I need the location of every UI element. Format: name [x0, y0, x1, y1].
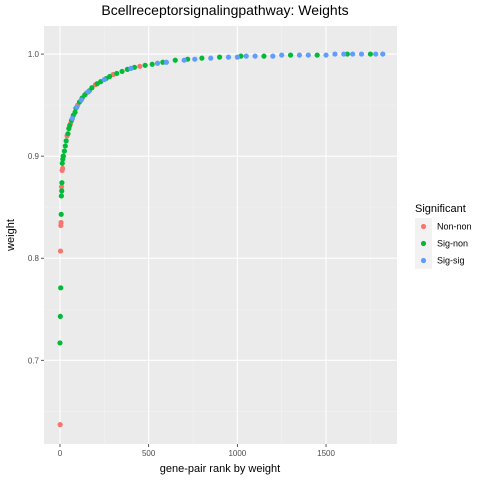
point-sig-non — [59, 188, 65, 194]
point-sig-sig — [181, 57, 187, 63]
grid-minor — [44, 26, 397, 444]
x-tick-label: 1000 — [228, 449, 246, 458]
point-sig-non — [367, 51, 373, 57]
point-sig-non — [57, 340, 63, 346]
x-axis: 0 500 1000 1500 — [58, 444, 335, 458]
point-sig-non — [149, 61, 155, 67]
y-tick-label: 0.7 — [28, 356, 40, 365]
point-sig-sig — [128, 65, 134, 71]
y-tick-label: 0.9 — [28, 152, 40, 161]
point-sig-non — [114, 70, 120, 77]
point-sig-non — [58, 193, 64, 199]
point-sig-non — [107, 73, 113, 80]
legend-label-non-non: Non-non — [437, 222, 472, 232]
point-sig-non — [217, 54, 223, 60]
point-sig-sig — [350, 51, 356, 57]
point-sig-sig — [252, 53, 258, 59]
point-sig-non — [287, 52, 294, 58]
chart-title: Bcellreceptorsignalingpathway: Weights — [101, 2, 348, 18]
point-sig-non — [65, 131, 71, 137]
point-sig-sig — [208, 55, 214, 61]
point-sig-non — [82, 92, 88, 98]
legend-title: Significant — [415, 203, 466, 215]
legend-dot-sig-sig — [420, 257, 427, 264]
legend-label-sig-non: Sig-non — [437, 239, 468, 249]
point-sig-non — [61, 148, 67, 154]
point-sig-sig — [163, 59, 169, 65]
point-sig-non — [142, 62, 148, 68]
point-sig-non — [60, 153, 66, 159]
point-sig-non — [67, 122, 73, 129]
y-tick-label: 0.8 — [28, 254, 40, 263]
point-sig-sig — [380, 51, 386, 57]
point-sig-sig — [243, 53, 249, 59]
point-sig-non — [63, 138, 69, 144]
point-sig-non — [58, 285, 64, 291]
point-sig-non — [59, 180, 65, 186]
point-non-non — [57, 422, 63, 428]
x-tick-label: 500 — [142, 449, 156, 458]
plot-panel — [44, 26, 397, 444]
grid-major — [44, 26, 397, 444]
point-sig-non — [314, 52, 320, 58]
y-tick-label: 1.0 — [28, 50, 40, 59]
point-non-non — [57, 248, 64, 254]
legend-dot-non-non — [420, 223, 427, 230]
point-sig-non — [59, 160, 65, 166]
point-non-non — [137, 63, 143, 69]
point-non-non — [58, 219, 64, 226]
point-sig-sig — [358, 51, 365, 57]
point-sig-sig — [154, 60, 161, 66]
point-sig-sig — [279, 52, 285, 58]
point-sig-non — [72, 109, 78, 115]
x-tick-label: 1500 — [317, 449, 335, 458]
point-sig-sig — [323, 52, 329, 58]
point-sig-sig — [192, 56, 198, 62]
point-sig-sig — [305, 52, 311, 58]
legend-label-sig-sig: Sig-sig — [437, 256, 465, 266]
point-sig-sig — [101, 76, 107, 83]
point-sig-sig — [85, 89, 91, 95]
point-sig-sig — [225, 54, 232, 60]
point-sig-sig — [270, 53, 276, 59]
legend: Significant Non-non Sig-non Sig-sig — [415, 203, 472, 269]
point-sig-sig — [341, 51, 347, 57]
point-sig-non — [199, 55, 205, 61]
y-axis-title: weight — [5, 219, 17, 252]
point-sig-sig — [332, 51, 338, 57]
point-sig-non — [172, 57, 178, 63]
x-axis-title: gene-pair rank by weight — [160, 463, 280, 475]
point-non-non — [60, 165, 66, 171]
point-non-non — [58, 184, 65, 190]
point-sig-non — [62, 143, 68, 149]
point-sig-non — [58, 211, 64, 217]
point-sig-non — [57, 313, 63, 320]
point-sig-sig — [296, 52, 303, 58]
x-tick-label: 0 — [58, 449, 63, 458]
data-points — [57, 51, 386, 428]
point-sig-non — [89, 85, 95, 91]
point-sig-sig — [69, 115, 75, 121]
point-sig-non — [261, 53, 267, 59]
y-axis: 0.7 0.8 0.9 1.0 — [28, 50, 44, 365]
point-sig-sig — [373, 51, 379, 57]
point-sig-sig — [74, 104, 80, 110]
legend-dot-sig-non — [420, 240, 427, 247]
point-sig-non — [119, 68, 125, 75]
point-sig-sig — [234, 54, 240, 60]
point-sig-sig — [78, 97, 84, 103]
